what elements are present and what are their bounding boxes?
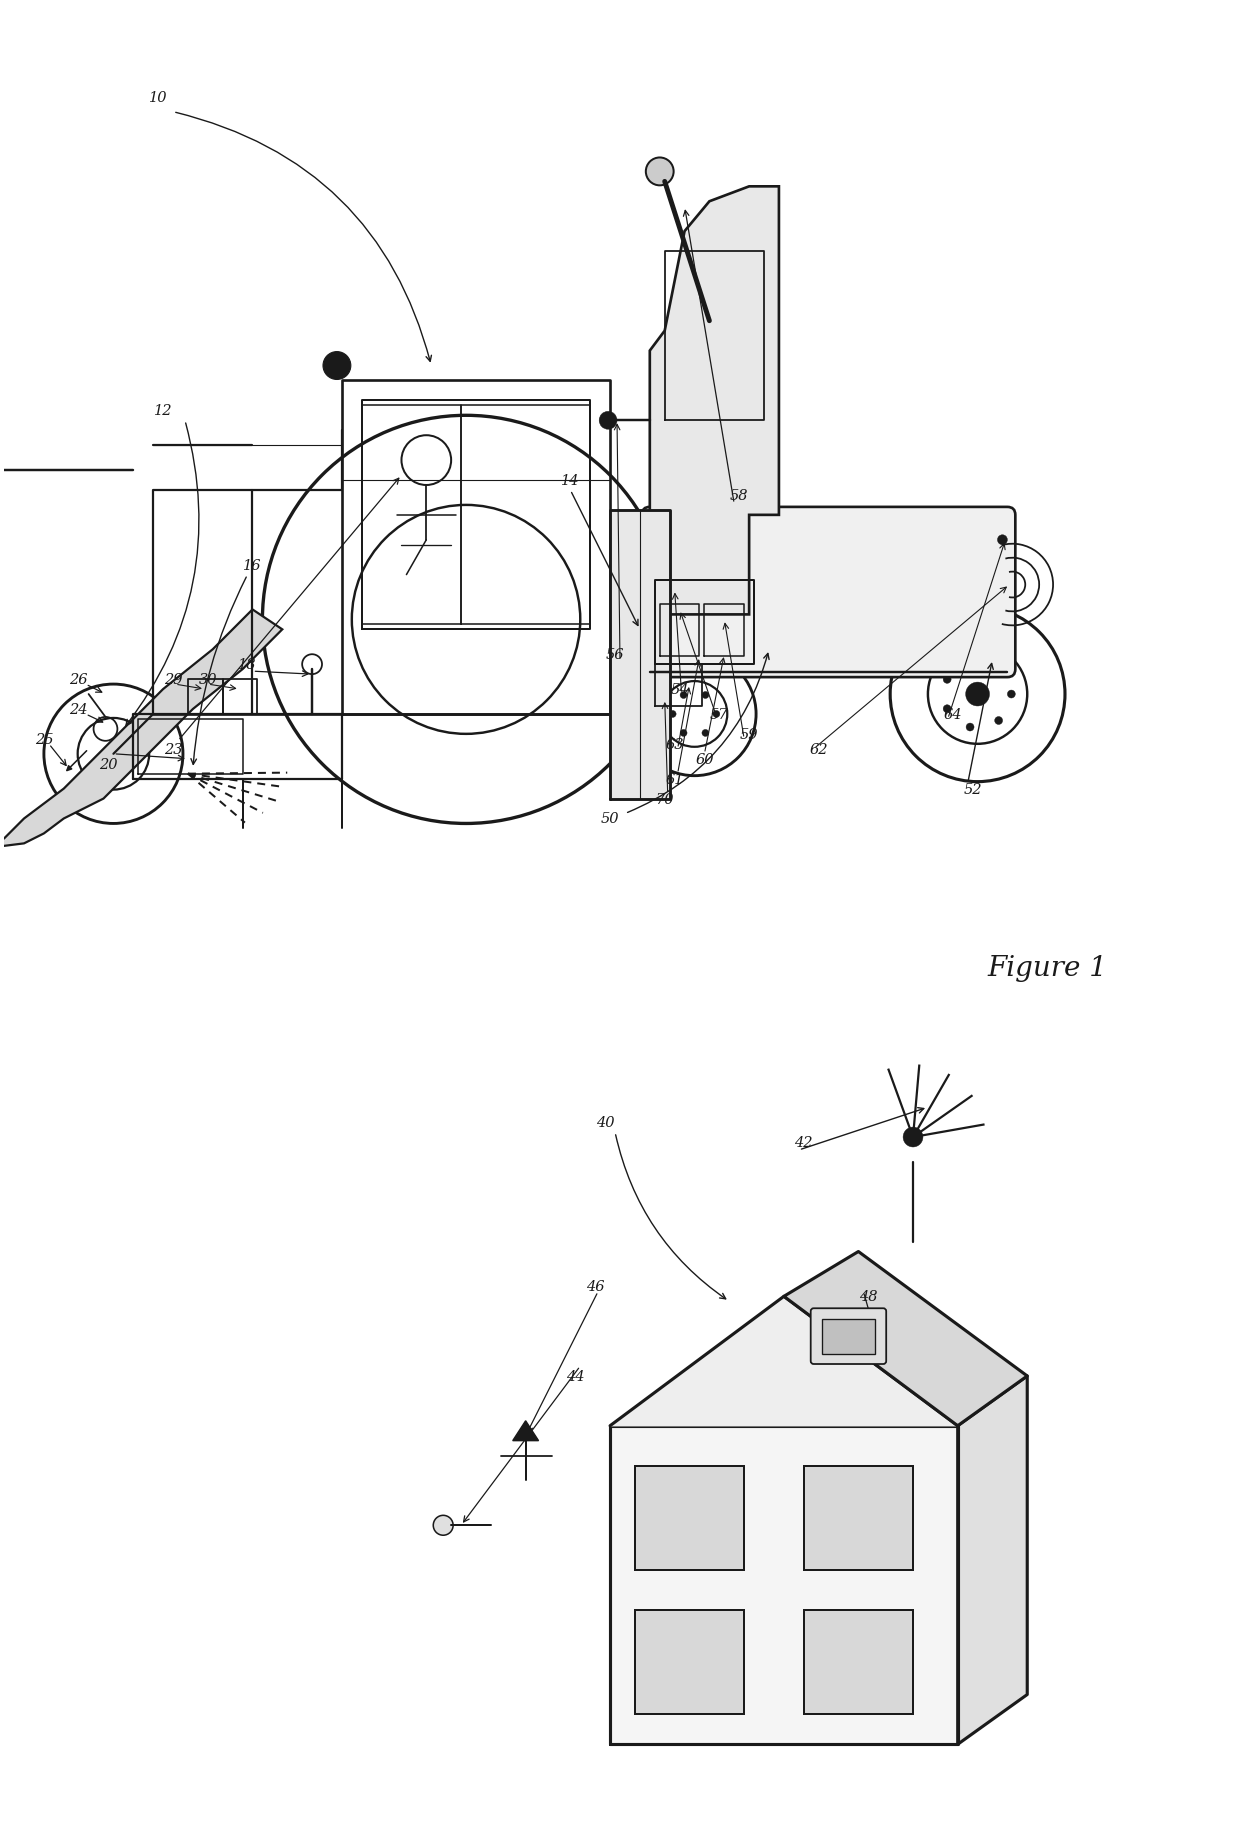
Text: 64: 64 xyxy=(944,708,962,721)
Circle shape xyxy=(966,682,990,706)
Text: 44: 44 xyxy=(565,1369,584,1382)
Text: 16: 16 xyxy=(243,558,262,573)
Text: 62: 62 xyxy=(810,743,828,756)
Circle shape xyxy=(322,353,351,381)
Circle shape xyxy=(680,730,687,737)
Polygon shape xyxy=(784,1251,1027,1427)
Bar xyxy=(804,1610,913,1715)
Text: 52: 52 xyxy=(963,782,982,796)
Circle shape xyxy=(670,711,676,719)
Polygon shape xyxy=(610,1297,957,1427)
Text: 12: 12 xyxy=(154,405,172,418)
Circle shape xyxy=(646,159,673,187)
Polygon shape xyxy=(0,610,283,848)
Circle shape xyxy=(1007,691,1016,699)
Text: 54: 54 xyxy=(671,682,689,697)
Circle shape xyxy=(994,717,1003,724)
Circle shape xyxy=(702,730,709,737)
Text: 58: 58 xyxy=(730,488,749,503)
Text: 26: 26 xyxy=(69,673,88,687)
Text: 30: 30 xyxy=(198,673,217,687)
Text: 70: 70 xyxy=(656,793,675,806)
Bar xyxy=(635,1610,744,1715)
Text: 42: 42 xyxy=(795,1135,813,1149)
Circle shape xyxy=(433,1515,453,1536)
Polygon shape xyxy=(957,1377,1027,1745)
Text: 14: 14 xyxy=(560,473,579,488)
Circle shape xyxy=(994,663,1003,673)
Text: 57: 57 xyxy=(711,708,729,721)
Polygon shape xyxy=(610,1427,957,1745)
Circle shape xyxy=(997,536,1007,545)
FancyBboxPatch shape xyxy=(642,508,1016,678)
Circle shape xyxy=(702,693,709,699)
Text: 25: 25 xyxy=(35,732,53,747)
Text: Figure 1: Figure 1 xyxy=(987,955,1107,981)
Text: 10: 10 xyxy=(149,91,167,105)
Circle shape xyxy=(966,658,975,665)
Circle shape xyxy=(713,711,720,719)
Circle shape xyxy=(966,724,975,732)
Text: 48: 48 xyxy=(859,1290,878,1303)
FancyBboxPatch shape xyxy=(811,1308,887,1364)
Text: 56: 56 xyxy=(606,649,624,662)
Text: 20: 20 xyxy=(99,758,118,771)
Circle shape xyxy=(903,1127,923,1148)
Text: 50: 50 xyxy=(601,811,619,826)
Polygon shape xyxy=(512,1421,538,1441)
Circle shape xyxy=(599,412,618,431)
Text: 63: 63 xyxy=(666,737,684,752)
Circle shape xyxy=(680,693,687,699)
Text: 60: 60 xyxy=(696,752,714,767)
Text: 24: 24 xyxy=(69,702,88,717)
Bar xyxy=(822,1319,875,1355)
Text: 61: 61 xyxy=(666,772,684,785)
Polygon shape xyxy=(650,187,779,615)
Bar xyxy=(635,1465,744,1571)
Polygon shape xyxy=(610,510,670,798)
Text: 23: 23 xyxy=(164,743,182,756)
Text: 29: 29 xyxy=(164,673,182,687)
Bar xyxy=(804,1465,913,1571)
Text: 59: 59 xyxy=(740,728,759,741)
Text: 40: 40 xyxy=(596,1116,614,1129)
Circle shape xyxy=(944,706,951,713)
Circle shape xyxy=(944,676,951,684)
Text: 46: 46 xyxy=(587,1279,604,1294)
Text: 18: 18 xyxy=(238,658,257,673)
